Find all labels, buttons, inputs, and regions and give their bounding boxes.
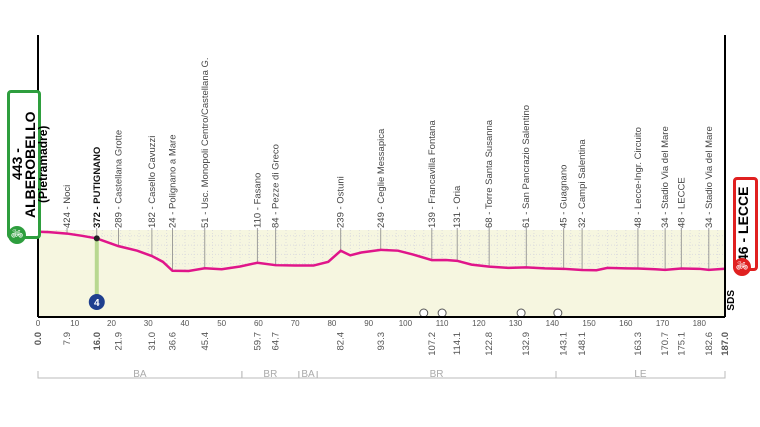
distance-label: 93.3 [376, 332, 387, 351]
distance-label: 82.4 [336, 332, 347, 351]
x-tick-label: 50 [217, 319, 226, 328]
distance-label: 163.3 [633, 332, 644, 356]
finish-bike-icon: 🚲︎ [733, 258, 751, 276]
waypoint-label: 84 - Pezze di Greco [271, 144, 282, 228]
x-tick-label: 90 [364, 319, 373, 328]
start-sub: (Pietramadre) [36, 125, 50, 204]
finish-box: 46 - LECCE [733, 177, 758, 271]
kom-badge [88, 294, 105, 310]
x-tick-label: 30 [144, 319, 153, 328]
x-tick-label: 180 [693, 319, 707, 328]
x-tick-label: 60 [254, 319, 263, 328]
province-label: BA [133, 369, 147, 380]
x-tick-label: 150 [582, 319, 596, 328]
waypoint-label: 139 - Francavilla Fontana [427, 120, 438, 228]
x-tick-label: 110 [436, 319, 449, 328]
waypoint-label: 249 - Ceglie Messapica [376, 128, 387, 228]
province-bracket [555, 371, 726, 379]
waypoint-label: 34 - Stadio Via del Mare [660, 126, 671, 228]
waypoint-label: 372 - PUTIGNANO [92, 147, 103, 228]
intermediate-marker-icon [419, 308, 429, 318]
distance-label: 64.7 [271, 332, 282, 351]
distance-label: 114.1 [452, 332, 463, 355]
distance-label: 148.1 [577, 332, 588, 356]
x-tick-label: 140 [546, 319, 560, 328]
waypoint-label: 110 - Fasano [252, 173, 263, 228]
waypoint-label: 32 - Campi Salentina [577, 139, 588, 228]
distance-label: 175.1 [676, 332, 687, 356]
waypoint-label: 34 - Stadio Via del Mare [704, 126, 715, 228]
province-label: LE [634, 369, 647, 380]
profile-area [38, 231, 725, 317]
province-label: BR [263, 369, 277, 380]
x-tick-label: 10 [70, 319, 79, 328]
distance-label: 132.9 [521, 332, 532, 356]
start-box: 443 - ALBEROBELLO (Pietramadre) [7, 90, 50, 239]
sds-label: SDS [726, 290, 737, 311]
distance-label: 36.6 [167, 332, 178, 351]
kom-band [94, 238, 99, 307]
distance-label: 21.9 [113, 332, 124, 351]
x-tick-label: 70 [291, 319, 300, 328]
kom-point [93, 235, 100, 242]
distance-label: 107.2 [427, 332, 438, 356]
distance-label: 170.7 [660, 332, 671, 356]
x-tick-label: 120 [472, 319, 486, 328]
waypoint-label: 48 - LECCE [676, 177, 687, 228]
distance-label: 122.8 [484, 332, 495, 356]
waypoint-label: 45 - Guagnano [559, 165, 570, 228]
waypoint-label: 182 - Casello Cavuzzi [147, 136, 158, 228]
x-tick-label: 160 [619, 319, 633, 328]
waypoint-label: 61 - San Pancrazio Salentino [521, 105, 532, 228]
distance-label: 182.6 [704, 332, 715, 356]
distance-label: 16.0 [92, 332, 103, 351]
province-label: BR [430, 369, 444, 380]
distance-label: 59.7 [252, 332, 263, 351]
distance-label: 7.9 [62, 332, 73, 345]
x-tick-label: 80 [327, 319, 336, 328]
waypoint-label: 24 - Polignano a Mare [167, 135, 178, 228]
waypoint-label: 424 - Noci [62, 185, 73, 228]
waypoint-label: 48 - Lecce-Ingr. Circuito [633, 127, 644, 228]
x-tick-label: 130 [509, 319, 523, 328]
finish-name: LECCE [735, 186, 751, 234]
waypoint-label: 131 - Oria [452, 185, 463, 228]
distance-label: 187.0 [720, 332, 731, 356]
x-tick-label: 100 [399, 319, 413, 328]
profile-line [37, 230, 726, 273]
province-label: BA [301, 369, 315, 380]
distance-label: 0.0 [33, 332, 44, 345]
x-tick-label: 0 [36, 319, 41, 328]
waypoint-label: 239 - Ostuni [336, 176, 347, 228]
waypoint-label: 68 - Torre Santa Susanna [484, 119, 495, 228]
kom-category: 4 [94, 298, 100, 309]
start-bike-icon: 🚲︎ [8, 226, 26, 244]
x-tick-label: 40 [180, 319, 189, 328]
intermediate-marker-icon [553, 308, 563, 318]
waypoint-label: 289 - Castellana Grotte [113, 130, 124, 228]
distance-label: 31.0 [147, 332, 158, 351]
distance-label: 45.4 [200, 332, 211, 351]
x-tick-label: 20 [107, 319, 116, 328]
distance-label: 143.1 [559, 332, 570, 356]
x-tick-label: 170 [656, 319, 670, 328]
waypoint-label: 51 - Usc. Monopoli Centro/Castellana G. [200, 57, 211, 228]
intermediate-marker-icon [437, 308, 447, 318]
intermediate-marker-icon [516, 308, 526, 318]
